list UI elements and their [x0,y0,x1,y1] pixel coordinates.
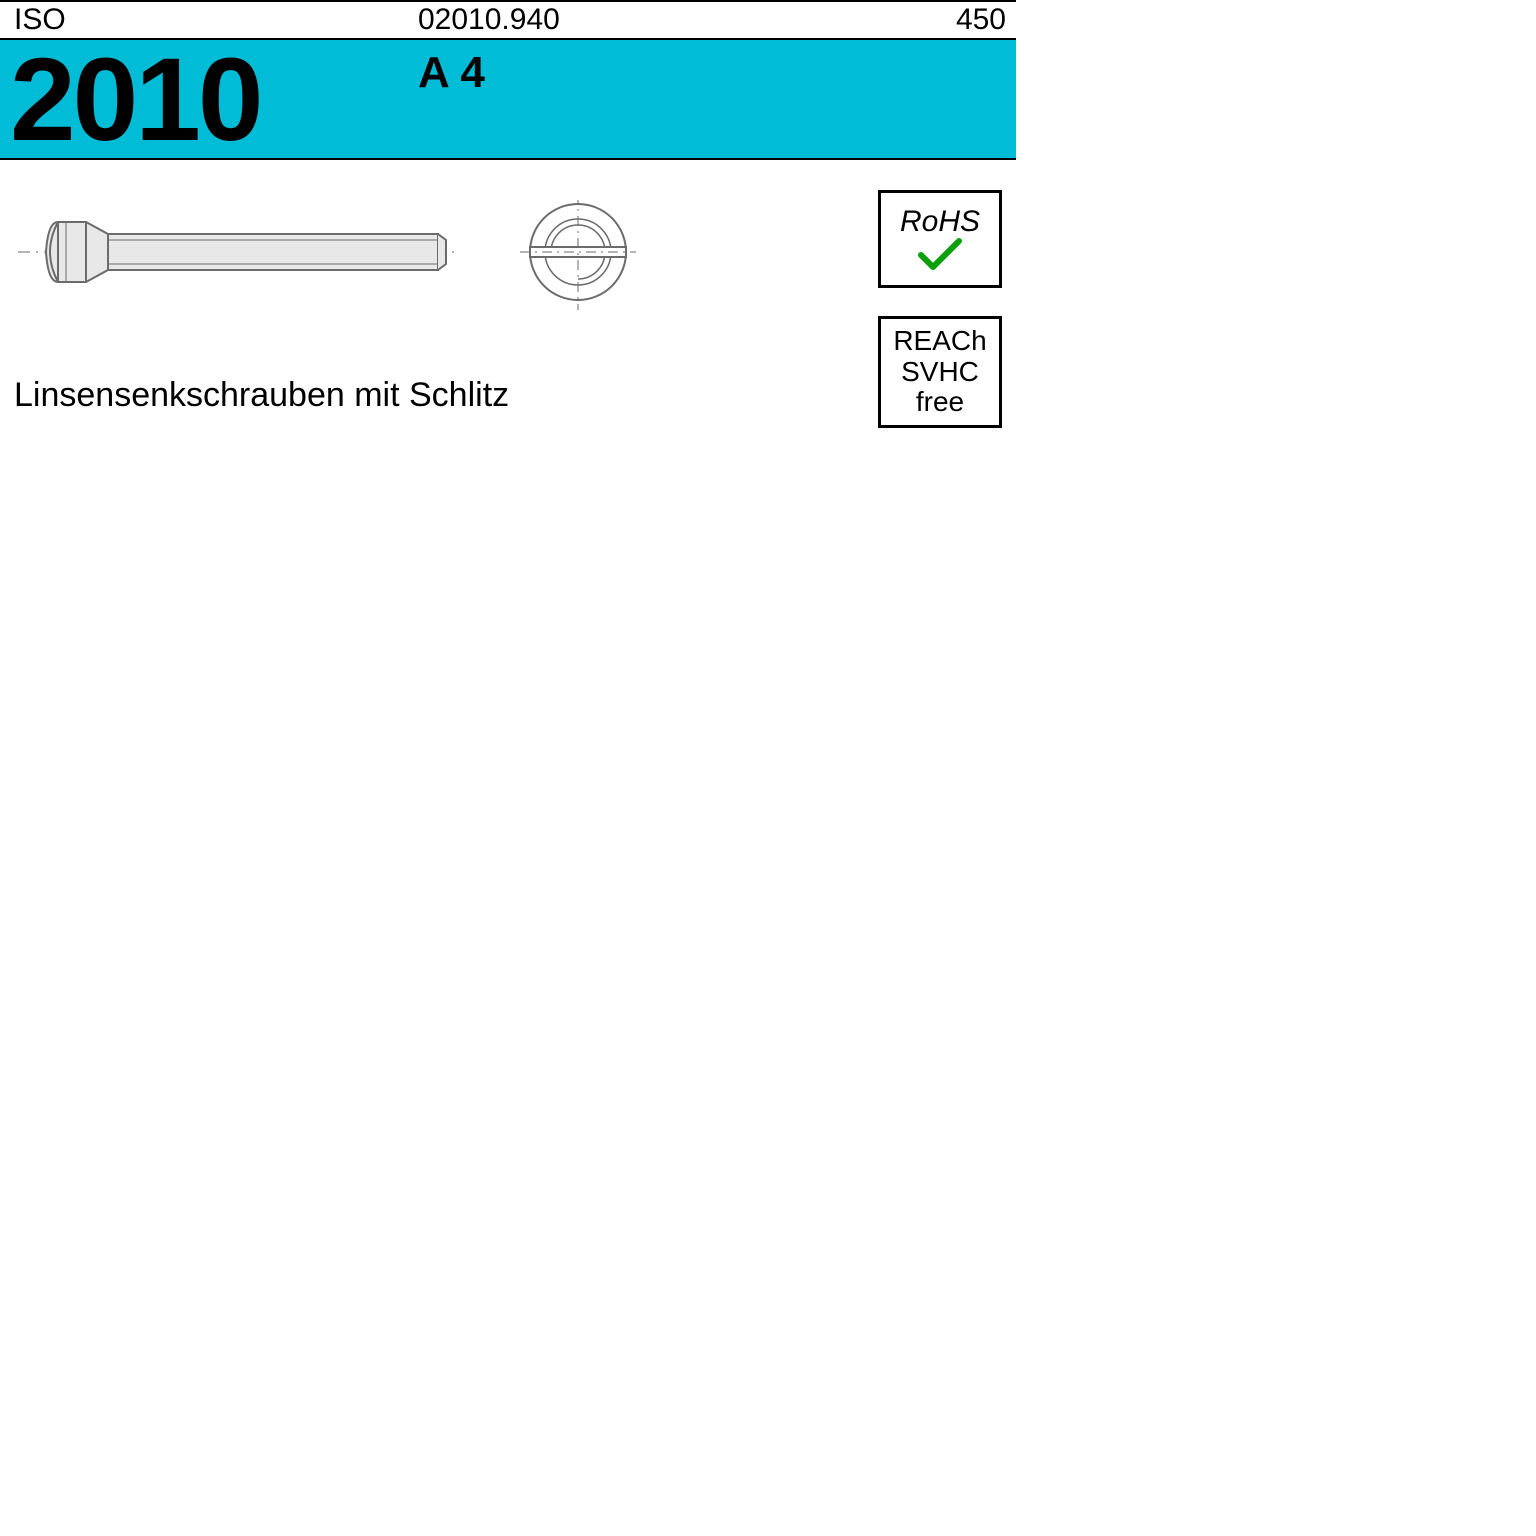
rohs-label: RoHS [900,207,980,237]
screw-diagram [18,200,718,330]
product-name: Linsensenkschrauben mit Schlitz [14,376,509,415]
rohs-badge: RoHS [878,190,1002,288]
header-right-value: 450 [956,3,1006,37]
standard-number: 2010 [10,32,261,168]
reach-badge: REACh SVHC free [878,316,1002,428]
reach-line1: REACh [893,326,986,357]
header-code: 02010.940 [418,3,560,37]
reach-line3: free [916,387,964,418]
rohs-check-icon [917,237,963,271]
material-grade: A 4 [418,48,485,98]
reach-line2: SVHC [901,357,979,388]
